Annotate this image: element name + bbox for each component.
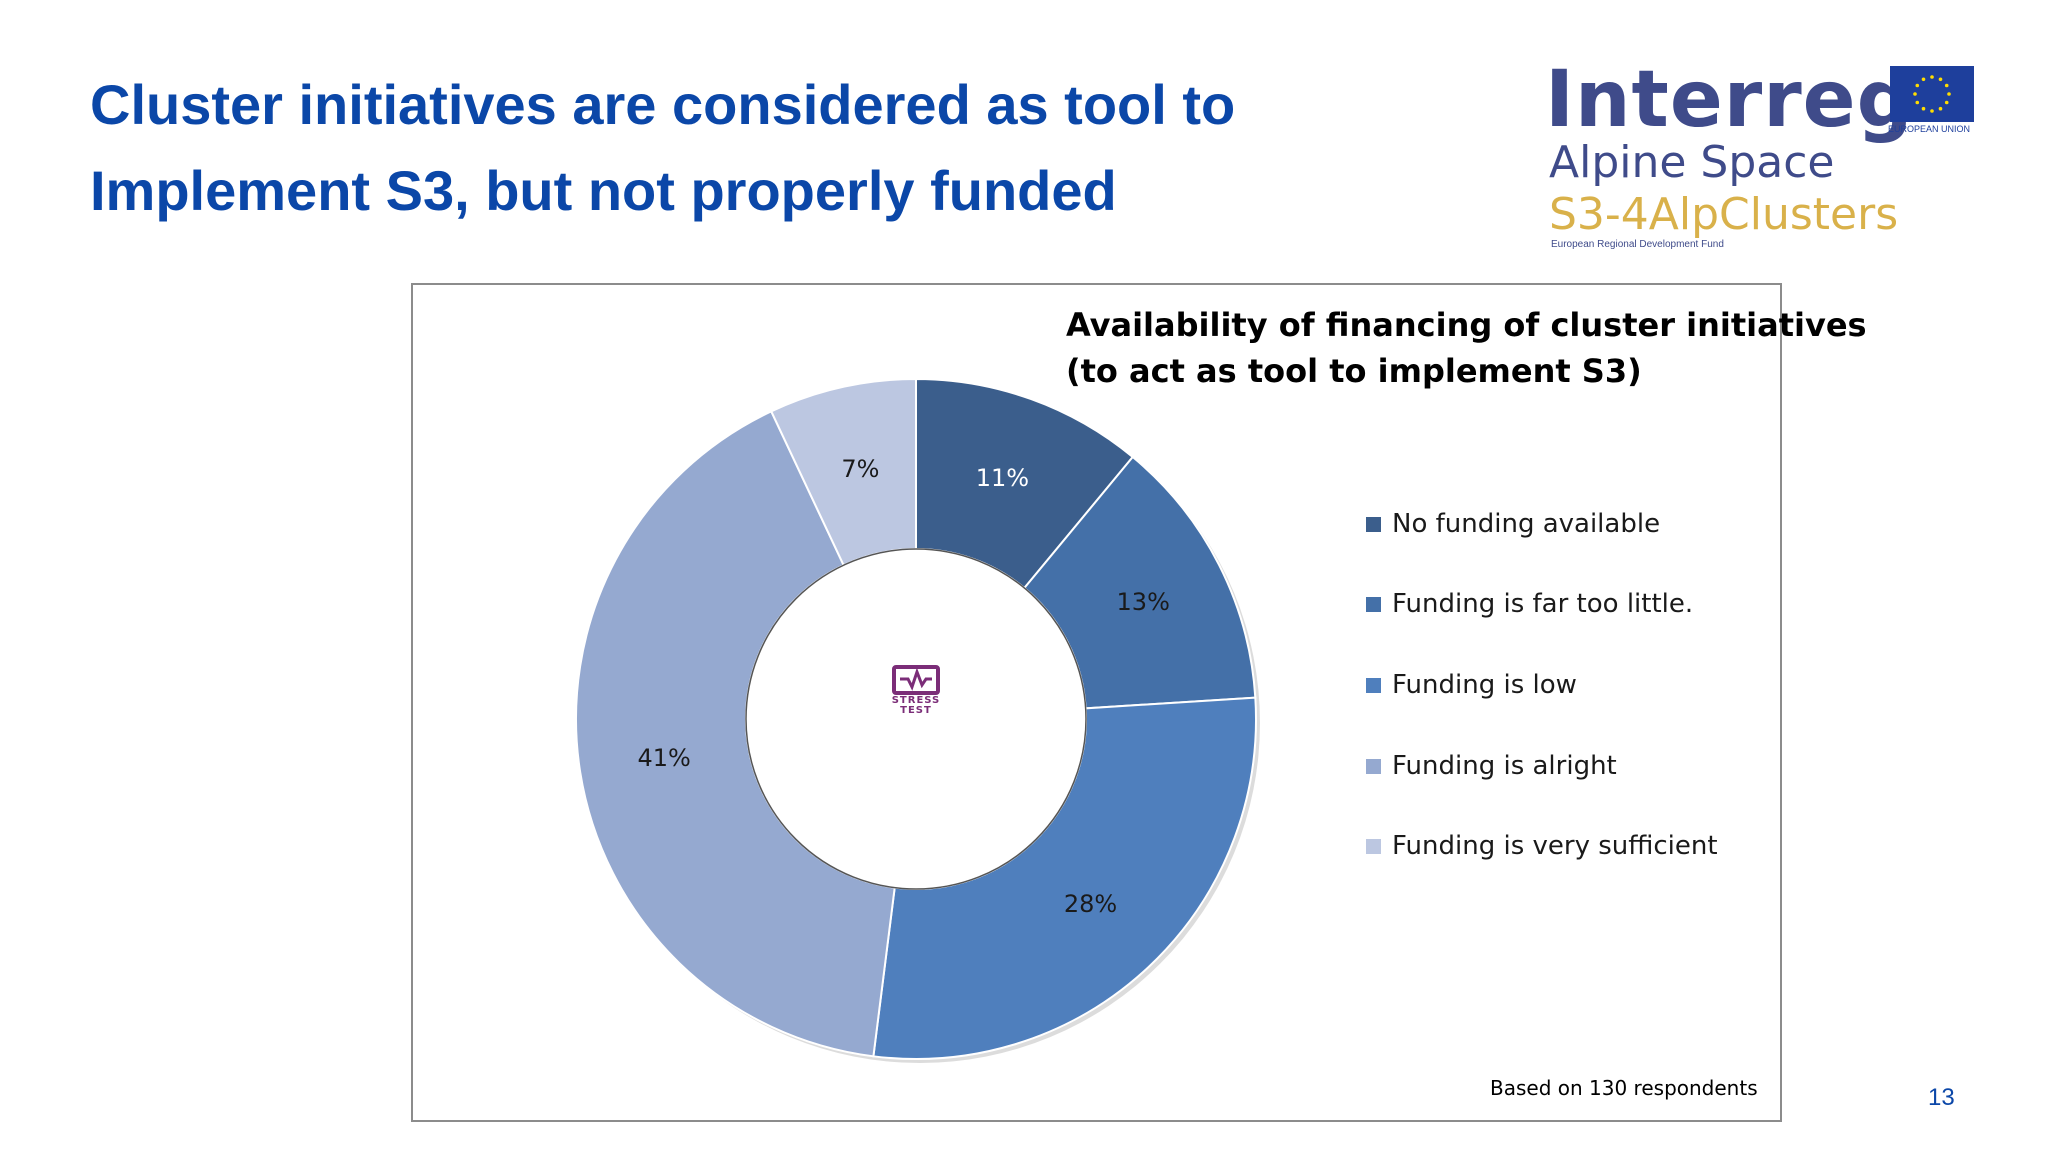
stress-test-logo-icon: [892, 665, 940, 695]
eu-star-icon: [1944, 100, 1949, 105]
donut-chart: 11% 13% 28% 41% 7%: [575, 377, 1260, 1063]
slice-data-label: 28%: [1064, 890, 1117, 918]
legend-swatch: [1366, 517, 1381, 532]
page-number: 13: [1928, 1084, 1955, 1111]
eu-star-icon: [1944, 83, 1949, 88]
chart-title: Availability of financing of cluster ini…: [1066, 302, 1867, 394]
legend-swatch: [1366, 597, 1381, 612]
eu-star-icon: [1938, 77, 1943, 82]
legend-label: Funding is low: [1392, 670, 1577, 700]
logo-region: Alpine Space: [1549, 137, 1835, 188]
legend-swatch: [1366, 759, 1381, 774]
logo-project: S3-4AlpClusters: [1549, 189, 1899, 240]
legend-swatch: [1366, 678, 1381, 693]
slice-data-label: 13%: [1117, 588, 1170, 616]
legend-label: No funding available: [1392, 509, 1661, 539]
legend-label: Funding is alright: [1392, 751, 1617, 781]
eu-star-icon: [1930, 109, 1934, 113]
slide-title: Cluster initiatives are considered as to…: [90, 62, 1390, 234]
slice-data-label: 7%: [841, 455, 879, 483]
chart-title-line: (to act as tool to implement S3): [1066, 352, 1642, 390]
badge-line: STRESS: [891, 695, 941, 706]
legend-label: Funding is very sufficient: [1392, 831, 1718, 861]
eu-star-icon: [1913, 92, 1917, 96]
eu-flag-icon: [1890, 66, 1974, 122]
interreg-logo: Interreg Alpine Space S3-4AlpClusters Eu…: [1545, 55, 1975, 255]
eu-star-icon: [1938, 106, 1943, 111]
eu-star-icon: [1947, 92, 1951, 96]
logo-wordmark: Interreg: [1545, 55, 1914, 145]
legend-label: Funding is far too little.: [1392, 589, 1694, 619]
slide-title-line: Implement S3, but not properly funded: [90, 159, 1117, 222]
slide-title-line: Cluster initiatives are considered as to…: [90, 73, 1236, 136]
eu-label: EUROPEAN UNION: [1888, 124, 1971, 134]
donut-hole: [745, 548, 1087, 890]
logo-fund: European Regional Development Fund: [1551, 239, 1724, 250]
stress-test-badge: STRESS TEST: [888, 664, 944, 716]
eu-star-icon: [1921, 77, 1926, 82]
respondent-note: Based on 130 respondents: [1490, 1076, 1758, 1100]
eu-star-icon: [1921, 106, 1926, 111]
badge-line: TEST: [900, 705, 932, 716]
slice-data-label: 11%: [976, 464, 1029, 492]
chart-title-line: Availability of financing of cluster ini…: [1066, 306, 1867, 344]
slice-data-label: 41%: [637, 744, 690, 772]
eu-star-icon: [1915, 100, 1920, 105]
legend-swatch: [1366, 839, 1381, 854]
eu-star-icon: [1930, 75, 1934, 79]
eu-star-icon: [1915, 83, 1920, 88]
